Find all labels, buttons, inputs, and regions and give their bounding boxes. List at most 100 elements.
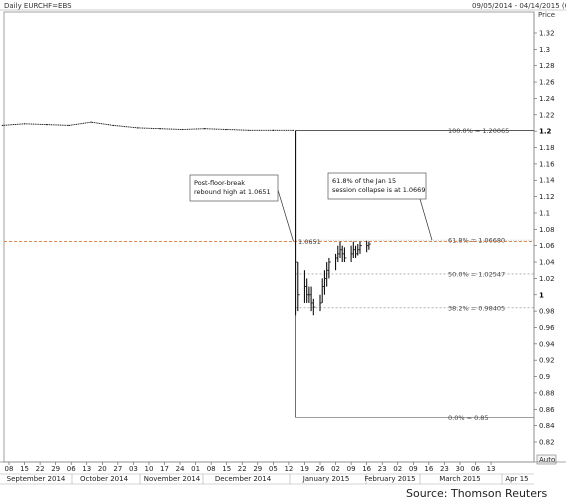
annotation-box — [189, 174, 279, 202]
annotation-pointer — [277, 189, 294, 242]
pre-floor-price-line — [2, 121, 294, 131]
annotation-text: session collapse is at 1.0669 — [332, 186, 425, 194]
fibonacci-levels: 100.0% = 1.20065 61.8% = 1.06680 50.0% = 1… — [4, 127, 534, 422]
annotation-box — [327, 172, 427, 200]
x-tick-label: 10 — [144, 465, 153, 473]
x-tick-label: 16 — [424, 465, 433, 473]
x-month-label: Apr 15 — [505, 475, 528, 483]
y-tick-label: 1.1 — [539, 209, 550, 217]
x-tick-label: 20 — [98, 465, 107, 473]
y-tick-label: 0.94 — [539, 340, 555, 348]
annotation-text: Post-floor-break — [194, 179, 245, 187]
chart-symbol-title: Daily EURCHF=EBS — [4, 2, 72, 10]
y-tick-label: 1.22 — [539, 111, 555, 119]
x-tick-label: 24 — [176, 465, 185, 473]
y-tick-label: 0.98 — [539, 308, 555, 316]
annotation-text: 61.8% of the Jan 15 — [332, 177, 396, 185]
fib-level-label: 38.2% = 0.98405 — [448, 304, 505, 312]
pre-floor-point — [159, 128, 161, 130]
x-tick-label: 02 — [331, 465, 340, 473]
fib-level-label: 50.0% = 1.02547 — [448, 270, 505, 278]
x-axis: 08 15 22 29 06 13 20 27 03 10 17 24 01 08 15 22 29 05 12 19… — [5, 462, 529, 484]
y-tick-label: 0.92 — [539, 357, 555, 365]
y-tick-label: 1 — [539, 291, 544, 299]
price-axis-label: Price — [538, 11, 555, 19]
x-tick-label: 03 — [129, 465, 138, 473]
y-tick-label: 1.16 — [539, 160, 555, 168]
x-tick-label: 06 — [67, 465, 76, 473]
pre-floor-point — [248, 129, 250, 131]
x-tick-label: 19 — [300, 465, 309, 473]
y-tick-label: 0.96 — [539, 324, 555, 332]
y-tick-label: 1.06 — [539, 242, 555, 250]
y-tick-label: 1.3 — [539, 46, 550, 54]
x-tick-label: 05 — [269, 465, 278, 473]
y-tick-label: 0.84 — [539, 422, 555, 430]
x-tick-label: 09 — [409, 465, 418, 473]
y-tick-label: 0.9 — [539, 373, 550, 381]
x-tick-label: 02 — [393, 465, 402, 473]
fib-level-label: 0.0% = 0.85 — [448, 414, 489, 422]
x-month-label: November 2014 — [144, 475, 201, 483]
y-tick-label: 1.08 — [539, 226, 555, 234]
pre-floor-point — [272, 129, 274, 131]
pre-floor-point — [137, 127, 139, 129]
auto-scale-button[interactable] — [536, 454, 557, 465]
y-tick-label: 1.24 — [539, 95, 555, 103]
x-tick-label: 23 — [440, 465, 449, 473]
x-tick-label: 15 — [20, 465, 29, 473]
y-tick-label: 1.12 — [539, 193, 555, 201]
pre-floor-point — [112, 124, 115, 127]
x-month-label: October 2014 — [80, 475, 129, 483]
y-tick-label: 1.26 — [539, 79, 555, 87]
x-tick-label: 29 — [253, 465, 262, 473]
rebound-level-label: 1.0651 — [298, 238, 321, 246]
x-tick-label: 27 — [113, 465, 122, 473]
y-tick-label: 1.04 — [539, 259, 555, 267]
pre-floor-point — [68, 124, 70, 127]
x-tick-label: 08 — [5, 465, 14, 473]
annotation-pointer — [419, 198, 433, 241]
x-tick-label: 29 — [51, 465, 60, 473]
x-month-label: February 2015 — [364, 475, 415, 483]
pre-floor-point — [46, 124, 48, 126]
y-tick-label: 0.82 — [539, 439, 555, 447]
x-month-label: January 2015 — [302, 475, 350, 483]
pre-floor-point — [23, 123, 26, 125]
x-tick-label: 16 — [362, 465, 371, 473]
x-month-label: March 2015 — [439, 475, 480, 483]
pre-floor-point — [1, 124, 3, 127]
x-tick-label: 01 — [191, 465, 200, 473]
x-tick-label: 22 — [36, 465, 45, 473]
x-tick-label: 23 — [378, 465, 387, 473]
x-tick-label: 12 — [284, 465, 293, 473]
x-tick-label: 13 — [82, 465, 91, 473]
pre-floor-point — [226, 128, 228, 131]
y-tick-label: 1.2 — [539, 128, 552, 136]
y-tick-label: 1.32 — [539, 30, 555, 38]
annotation-text: rebound high at 1.0651 — [194, 188, 271, 196]
fib-level-label: 100.0% = 1.20065 — [448, 127, 509, 135]
x-tick-label: 26 — [316, 465, 325, 473]
x-tick-label: 17 — [160, 465, 169, 473]
y-tick-label: 1.28 — [539, 62, 555, 70]
y-tick-label: 0.88 — [539, 389, 555, 397]
pre-floor-point — [292, 129, 294, 131]
x-tick-label: 09 — [347, 465, 356, 473]
y-tick-label: 1.18 — [539, 144, 555, 152]
x-tick-label: 13 — [487, 465, 496, 473]
y-tick-label: 1.14 — [539, 177, 555, 185]
price-series — [1, 121, 371, 316]
y-axis: 1.32 1.3 1.28 1.26 1.24 1.22 1.2 1.18 1.16 1.14 1.… — [534, 30, 555, 447]
y-tick-label: 1.02 — [539, 275, 555, 283]
fib-level-label: 61.8% = 1.06680 — [448, 237, 505, 245]
x-tick-label: 30 — [455, 465, 464, 473]
chart-date-range: 09/05/2014 - 04/14/2015 (GMT) — [472, 2, 566, 10]
pre-floor-point — [90, 121, 92, 123]
x-month-label: December 2014 — [215, 475, 272, 483]
pre-floor-point — [203, 128, 206, 130]
x-tick-label: 08 — [207, 465, 216, 473]
